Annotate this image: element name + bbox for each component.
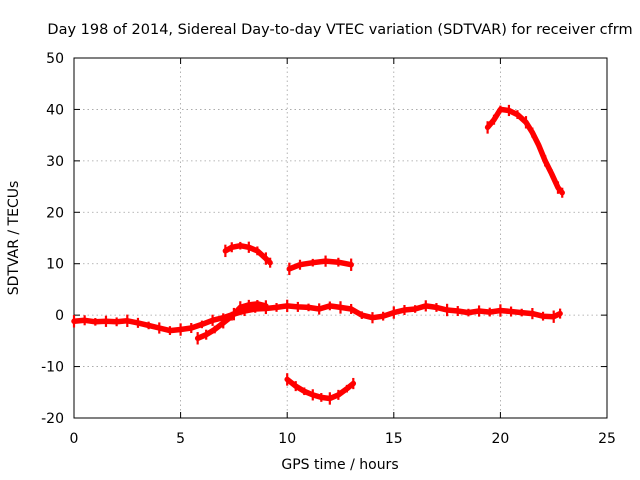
chart-title: Day 198 of 2014, Sidereal Day-to-day VTE… [47, 22, 632, 38]
series-line [286, 258, 354, 272]
x-tick-label: 5 [176, 431, 185, 447]
y-tick-label: -10 [41, 360, 64, 376]
y-tick-label: 0 [55, 308, 64, 324]
y-tick-label: 10 [46, 257, 64, 273]
plot-frame [73, 57, 608, 419]
series-low-dip [284, 373, 357, 405]
grid-layer [74, 58, 607, 418]
y-tick-label: 50 [46, 51, 64, 67]
y-axis-label: SDTVAR / TECUs [6, 181, 22, 296]
y-tick-label: 40 [46, 102, 64, 118]
x-tick-label: 10 [278, 431, 296, 447]
x-tick-label: 15 [385, 431, 403, 447]
series-early-arc [222, 241, 273, 268]
series-late-peak [484, 104, 565, 198]
series-mid-arc [286, 255, 354, 276]
x-tick-label: 20 [491, 431, 509, 447]
data-layer [71, 104, 565, 405]
tick-layer: 0 5 10 15 20 25 -20 -10 0 10 20 30 40 50 [41, 51, 616, 447]
y-tick-label: -20 [41, 411, 64, 427]
series-rising-branch [194, 299, 269, 345]
y-tick-label: 20 [46, 205, 64, 221]
x-tick-label: 25 [598, 431, 616, 447]
x-tick-label: 0 [70, 431, 79, 447]
y-tick-label: 30 [46, 154, 64, 170]
series-baseline-main [71, 299, 563, 336]
series-line [71, 303, 563, 334]
x-axis-label: GPS time / hours [281, 457, 398, 473]
